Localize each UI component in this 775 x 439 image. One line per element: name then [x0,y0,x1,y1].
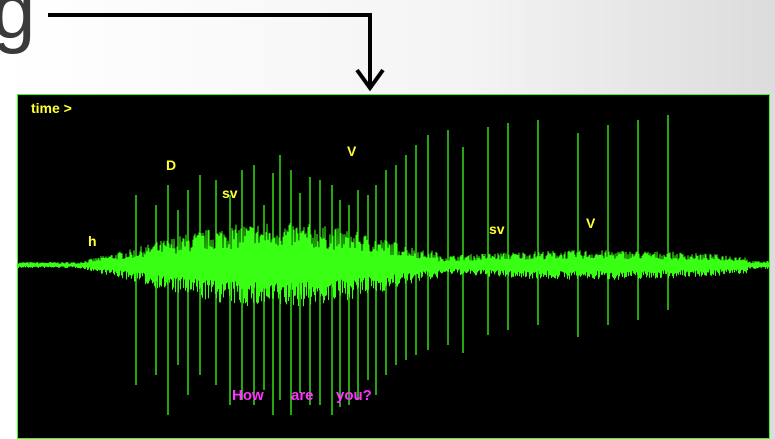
waveform-display: time > h D sv V sv V How are you? [17,94,770,439]
phoneme-label-v-2: V [586,215,596,231]
time-axis-label: time > [31,100,72,116]
speech-waveform [18,115,769,415]
phoneme-label-sv-1: sv [222,185,238,201]
pointer-arrow-icon [48,13,385,92]
phoneme-label-d: D [166,157,177,173]
phoneme-label-v-1: V [347,143,357,159]
waveform-trace [18,222,769,307]
caption-word-how: How [232,387,264,404]
phoneme-label-h: h [88,233,97,249]
phoneme-label-sv-2: sv [489,221,505,237]
caption-word-you: you? [336,387,372,404]
title-fragment: g [0,0,36,55]
caption-word-are: are [291,387,314,404]
